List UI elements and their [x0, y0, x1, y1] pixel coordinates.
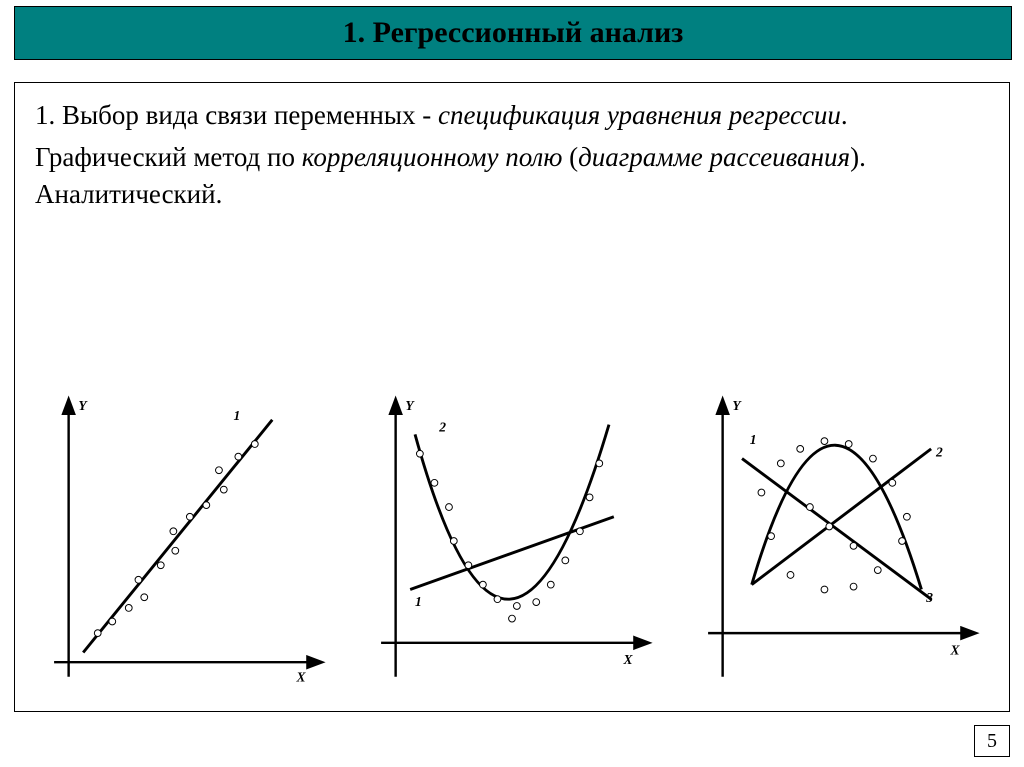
data-point — [845, 441, 852, 448]
text-italic: диаграмме рассеивания — [578, 142, 850, 172]
curve-label-1: 1 — [233, 408, 240, 423]
data-point — [826, 523, 833, 530]
data-point — [562, 557, 569, 564]
data-point — [135, 576, 142, 583]
inverted-parabola — [752, 445, 922, 589]
data-point — [235, 453, 242, 460]
data-point — [807, 504, 814, 511]
text-italic: корреляционному полю — [302, 142, 563, 172]
text: 1. Выбор вида связи переменных - — [35, 100, 438, 130]
y-axis-label: Y — [78, 398, 88, 413]
regression-line-1 — [83, 420, 272, 653]
data-point — [768, 533, 775, 540]
data-point — [777, 460, 784, 467]
x-axis-label: X — [950, 642, 961, 657]
data-point — [903, 513, 910, 520]
data-point — [547, 581, 554, 588]
data-point — [850, 583, 857, 590]
data-point — [899, 538, 906, 545]
text: Графический метод по — [35, 142, 302, 172]
data-point — [157, 562, 164, 569]
charts-row: Y X 1 Y X 1 2 — [25, 283, 999, 701]
curve-label-3b: 2 — [935, 445, 943, 460]
data-point — [446, 504, 453, 511]
data-point — [576, 528, 583, 535]
y-axis-label: Y — [732, 398, 742, 413]
data-point — [251, 441, 258, 448]
data-point — [870, 455, 877, 462]
chart-3: Y X 1 2 3 — [679, 381, 999, 701]
curve-label-3c: 3 — [925, 590, 933, 605]
regression-line-2 — [410, 517, 614, 590]
page-number: 5 — [974, 725, 1010, 757]
page-number-text: 5 — [987, 730, 997, 753]
data-point — [821, 586, 828, 593]
text: . — [841, 100, 848, 130]
data-point — [889, 479, 896, 486]
x-axis-label: X — [296, 670, 307, 685]
curve-label-3a: 1 — [750, 432, 757, 447]
data-point — [874, 567, 881, 574]
y-axis-label: Y — [405, 398, 415, 413]
data-point — [109, 618, 116, 625]
x-axis-label: X — [623, 652, 634, 667]
data-point — [509, 615, 516, 622]
data-point — [186, 513, 193, 520]
data-point — [94, 630, 101, 637]
data-point — [125, 605, 132, 612]
data-point — [513, 603, 520, 610]
slide-title: 1. Регрессионный анализ — [343, 16, 684, 50]
data-point — [480, 581, 487, 588]
data-point — [220, 486, 227, 493]
data-point — [465, 562, 472, 569]
data-point — [850, 542, 857, 549]
text-italic: спецификация уравнения регрессии — [438, 100, 841, 130]
data-point — [821, 438, 828, 445]
data-point — [216, 467, 223, 474]
curve-label-2b: 2 — [438, 419, 446, 434]
data-point — [586, 494, 593, 501]
chart-2: Y X 1 2 — [352, 381, 672, 701]
data-point — [203, 502, 210, 509]
data-point — [533, 599, 540, 606]
data-point — [416, 450, 423, 457]
curve-label-2a: 1 — [415, 594, 422, 609]
body-line-2: Графический метод по корреляционному пол… — [35, 139, 989, 212]
data-point — [787, 572, 794, 579]
chart-1: Y X 1 — [25, 381, 345, 701]
scatter-points-2 — [416, 450, 602, 622]
data-point — [596, 460, 603, 467]
data-point — [450, 538, 457, 545]
content-box: 1. Выбор вида связи переменных - специфи… — [14, 82, 1010, 712]
data-point — [797, 445, 804, 452]
text: ( — [562, 142, 578, 172]
slide: 1. Регрессионный анализ 1. Выбор вида св… — [0, 0, 1024, 767]
data-point — [494, 596, 501, 603]
data-point — [431, 479, 438, 486]
data-point — [141, 594, 148, 601]
data-point — [170, 528, 177, 535]
parabola-curve — [415, 425, 609, 600]
scatter-points-3 — [758, 438, 910, 593]
body-line-1: 1. Выбор вида связи переменных - специфи… — [35, 97, 989, 133]
data-point — [172, 547, 179, 554]
data-point — [758, 489, 765, 496]
title-bar: 1. Регрессионный анализ — [14, 6, 1012, 60]
